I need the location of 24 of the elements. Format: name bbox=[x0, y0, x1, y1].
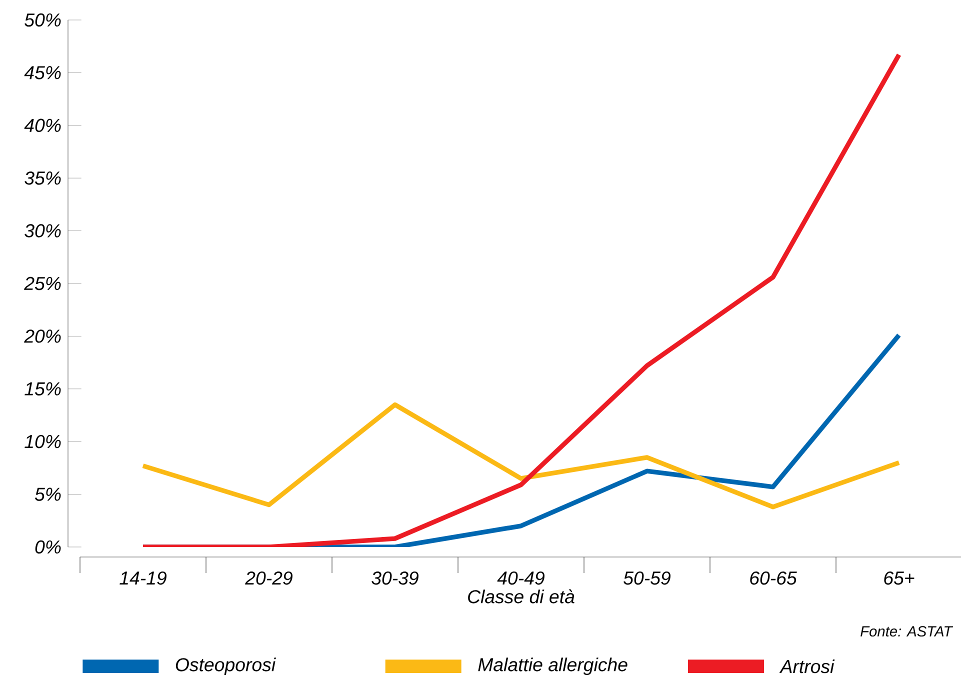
y-tick-label: 10% bbox=[24, 434, 61, 448]
y-tick-label: 50% bbox=[24, 13, 61, 27]
x-tick-label: 20-29 bbox=[245, 571, 292, 585]
x-tick-label: 60-65 bbox=[750, 571, 797, 585]
y-tick-label: 40% bbox=[24, 118, 61, 132]
legend-label: Osteoporosi bbox=[176, 658, 276, 676]
y-tick-label: 0% bbox=[35, 540, 61, 554]
y-tick-label: 15% bbox=[24, 382, 61, 396]
line-series bbox=[140, 402, 902, 510]
x-axis-title: Classe di età bbox=[468, 589, 574, 604]
source-note: Fonte: ASTAT bbox=[860, 626, 954, 637]
y-tick-label: 35% bbox=[24, 171, 61, 185]
y-tick-label: 25% bbox=[24, 276, 61, 290]
x-tick-label: 40-49 bbox=[497, 571, 544, 585]
y-tick-label: 5% bbox=[34, 488, 61, 501]
x-tick-label: 14-19 bbox=[120, 571, 166, 585]
legend-label: Artrosi bbox=[779, 659, 835, 674]
y-tick-label: 45% bbox=[24, 66, 61, 80]
legend-label: Malattie allergiche bbox=[478, 658, 628, 676]
y-tick-label: 30% bbox=[24, 224, 61, 238]
y-tick-label: 20% bbox=[24, 330, 61, 343]
x-tick-label: 50-59 bbox=[624, 571, 670, 585]
x-tick-label: 65+ bbox=[884, 571, 914, 585]
x-tick-label: 30-39 bbox=[372, 571, 418, 585]
